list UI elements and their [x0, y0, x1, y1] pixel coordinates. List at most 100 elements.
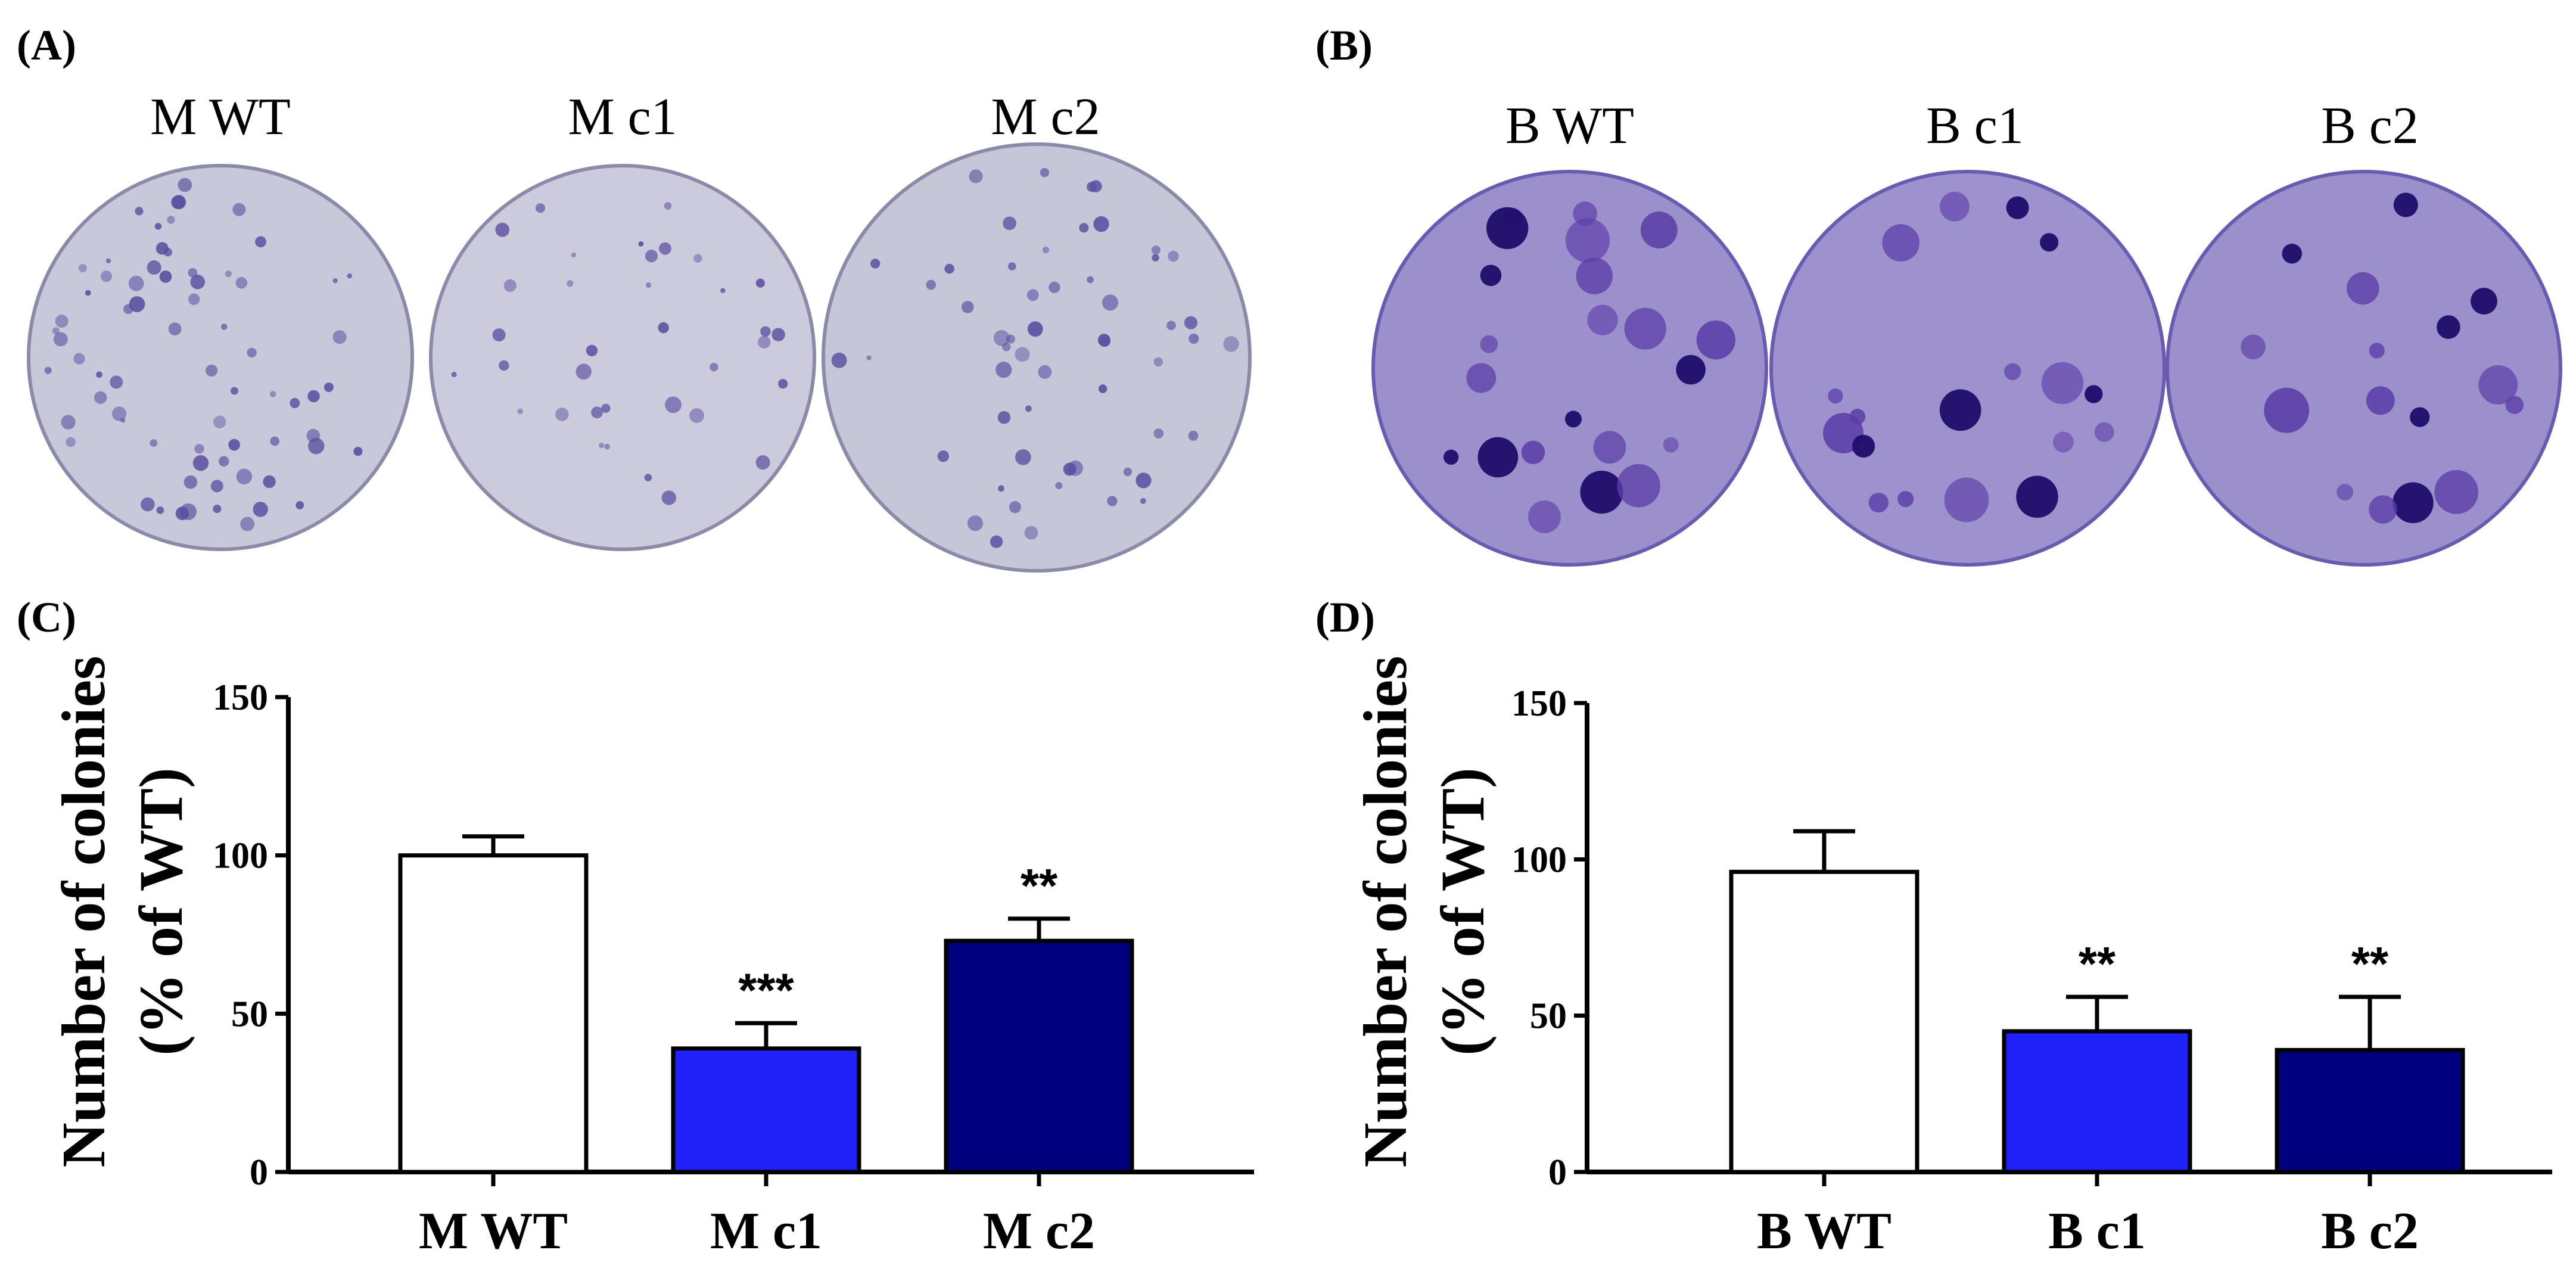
colony-dot: [1009, 501, 1021, 514]
chart-c-ylabel-line2: (% of WT): [127, 767, 195, 1055]
colony-dot: [1151, 245, 1161, 255]
colony-blob: [1939, 191, 1970, 222]
colony-dot: [831, 352, 847, 368]
colony-dot: [1140, 498, 1146, 504]
colony-dot: [1049, 281, 1060, 293]
colony-dot: [163, 248, 173, 257]
colony-dot: [870, 259, 881, 269]
chart-c: Number of colonies (% of WT) 0 50 100 150 M …: [49, 656, 1254, 1260]
colony-dot: [206, 364, 218, 377]
colony-dot: [1006, 334, 1016, 344]
plate-label-b-c1: B c1: [1926, 97, 2024, 155]
colony-dot: [85, 290, 91, 296]
colony-blob: [2478, 365, 2518, 405]
colony-blob: [1521, 440, 1545, 465]
colony-dot: [213, 505, 222, 514]
colony-dot: [129, 296, 145, 312]
colony-dot: [758, 335, 771, 349]
colony-dot: [1063, 462, 1077, 476]
y-tick-label: 150: [1511, 683, 1567, 724]
colony-dot: [1093, 216, 1109, 232]
colony-dot: [1015, 347, 1030, 362]
colony-dot: [150, 439, 158, 447]
colony-dot: [263, 475, 276, 489]
colony-dot: [866, 355, 872, 360]
plates-panel-a: [27, 142, 1252, 573]
colony-blob: [2393, 192, 2418, 217]
panel-label-d: (D): [1315, 593, 1375, 641]
colony-dot: [111, 406, 127, 421]
colony-dot: [159, 270, 172, 283]
colony-dot: [760, 326, 771, 337]
plate-m-c1: [429, 164, 816, 551]
significance-label: **: [1021, 859, 1058, 912]
category-label: B WT: [1757, 1202, 1891, 1260]
colony-dot: [1153, 428, 1164, 439]
colony-dot: [499, 360, 509, 371]
colony-dot: [720, 288, 726, 293]
colony-dot: [110, 375, 123, 389]
colony-dot: [44, 366, 52, 374]
colony-dot: [503, 279, 517, 292]
colony-blob: [1587, 304, 1618, 335]
colony-dot: [644, 474, 652, 481]
colony-dot: [228, 439, 240, 451]
category-label: M c1: [710, 1202, 822, 1260]
y-tick-label: 0: [1548, 1152, 1567, 1193]
colony-dot: [240, 517, 255, 531]
colony-blob: [1480, 265, 1502, 287]
colony-dot: [1025, 405, 1032, 412]
colony-dot: [188, 293, 200, 306]
colony-dot: [926, 279, 937, 290]
colony-dot: [135, 207, 144, 216]
colonies-layer: [44, 168, 2524, 548]
colony-dot: [1087, 276, 1094, 284]
colony-dot: [128, 275, 144, 291]
colony-dot: [290, 397, 300, 409]
colony-dot: [168, 322, 182, 335]
colony-dot: [178, 178, 192, 192]
colony-dot: [1097, 333, 1110, 347]
colony-dot: [967, 515, 984, 531]
colony-dot: [1042, 246, 1050, 254]
colony-dot: [247, 347, 257, 358]
colony-dot: [194, 444, 204, 454]
colony-blob: [2053, 431, 2074, 453]
colony-dot: [1184, 316, 1197, 329]
colony-dot: [937, 450, 950, 462]
colony-dot: [269, 391, 276, 397]
colony-dot: [659, 242, 671, 255]
colony-dot: [53, 332, 68, 347]
colony-dot: [1040, 168, 1050, 178]
colony-dot: [183, 475, 198, 489]
colony-dot: [141, 497, 155, 512]
colony-dot: [167, 216, 175, 224]
colony-blob: [2337, 484, 2354, 501]
colony-dot: [235, 276, 248, 289]
y-tick-label: 100: [1511, 840, 1567, 880]
plate-m-wt: [27, 164, 414, 551]
colony-blob: [1640, 212, 1678, 248]
chart-d-ylabel-line2: (% of WT): [1429, 767, 1497, 1055]
colony-dot: [451, 372, 457, 378]
colony-dot: [232, 203, 246, 216]
colony-dot: [665, 396, 682, 413]
colony-dot: [998, 485, 1004, 492]
colony-dot: [962, 301, 974, 313]
y-tick-label: 0: [250, 1152, 268, 1193]
plate-m-c2: [822, 142, 1252, 573]
colony-dot: [120, 418, 126, 423]
colony-blob: [2085, 385, 2103, 403]
plate-b-wt: [1371, 170, 1768, 567]
colony-blob: [1477, 437, 1519, 478]
colony-dot: [96, 371, 102, 378]
category-label: M c2: [983, 1202, 1095, 1260]
colony-blob: [1576, 257, 1613, 294]
colony-dot: [1168, 250, 1179, 262]
plates-panel-b: [1371, 170, 2562, 567]
y-tick-label: 50: [231, 994, 268, 1034]
colony-dot: [188, 268, 198, 278]
colony-dot: [156, 506, 164, 514]
colony-dot: [253, 502, 268, 517]
colony-blob: [1897, 490, 1914, 508]
